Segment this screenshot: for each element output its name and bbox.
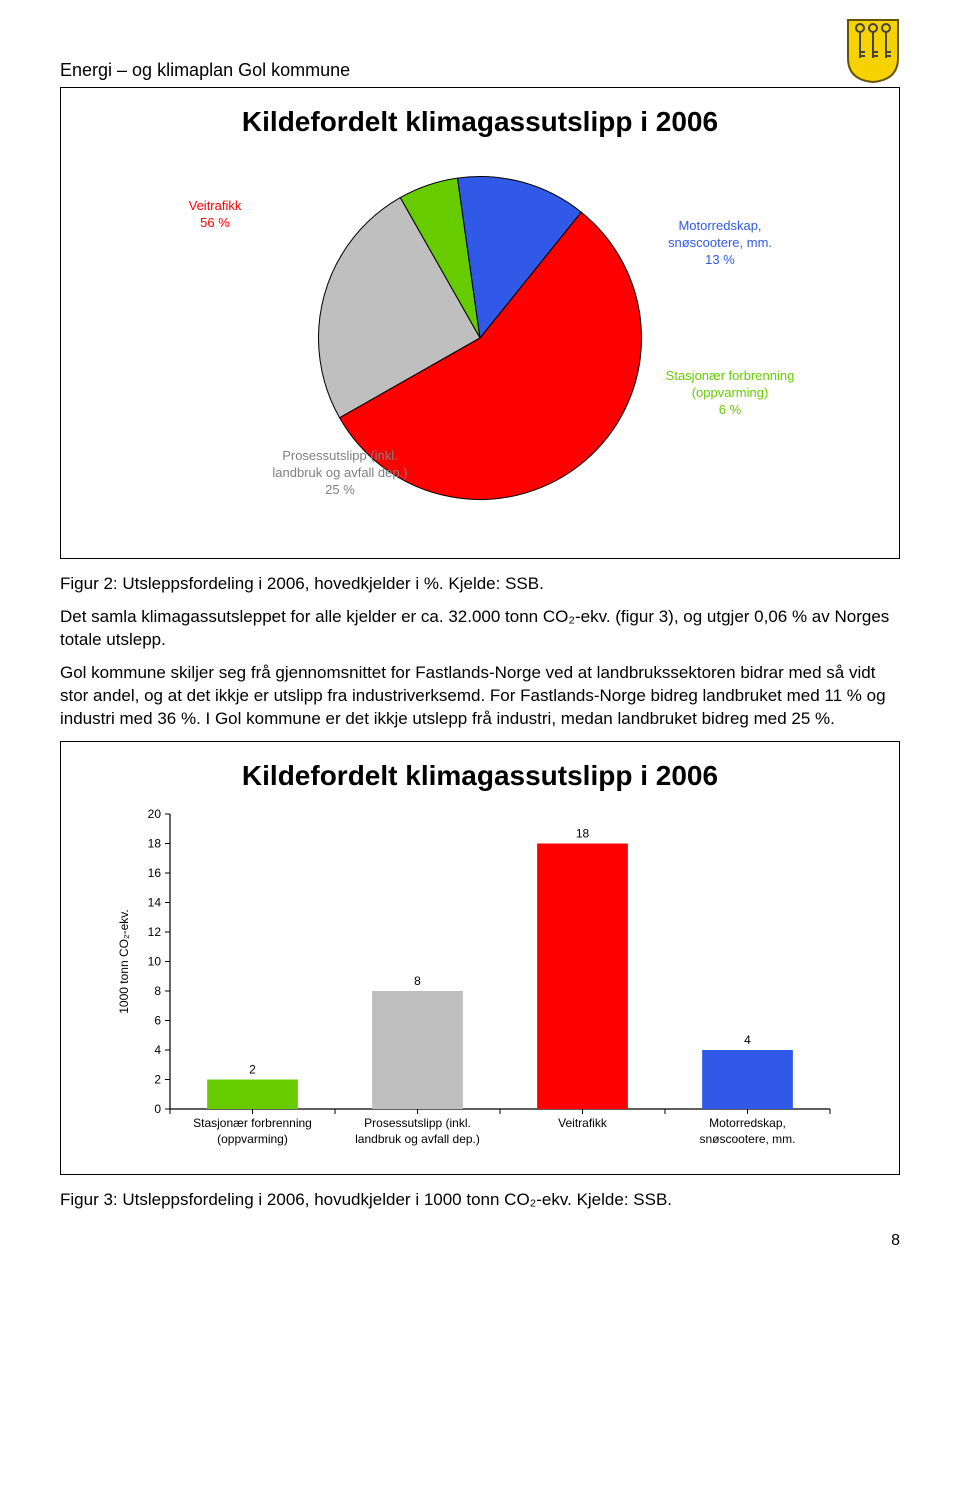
municipality-logo xyxy=(846,18,900,89)
pie-label-text: Prosessutslipp (inkl. xyxy=(282,448,398,463)
svg-text:12: 12 xyxy=(148,925,162,939)
pie-chart-area: Veitrafikk 56 % Motorredskap, snøscooter… xyxy=(100,158,860,528)
svg-text:snøscootere, mm.: snøscootere, mm. xyxy=(699,1132,795,1146)
bar-chart-area: 0 2 4 6 8 10 12 14 16 18 20 1000 tonn CO₂-ekv. 2 Stas… xyxy=(110,804,850,1164)
bar-chart-container: Kildefordelt klimagassutslipp i 2006 0 2 4… xyxy=(60,741,900,1175)
pie-label-text: landbruk og avfall dep.) xyxy=(272,465,407,480)
svg-text:6: 6 xyxy=(154,1013,161,1027)
pie-label-text: (oppvarming) xyxy=(692,385,769,400)
body-paragraph-2: Gol kommune skiljer seg frå gjennomsnitt… xyxy=(60,662,900,731)
pie-label-motorredskap: Motorredskap, snøscootere, mm. 13 % xyxy=(640,218,800,269)
pie-label-prosess: Prosessutslipp (inkl. landbruk og avfall… xyxy=(240,448,440,499)
svg-text:8: 8 xyxy=(414,974,421,988)
svg-text:Stasjonær forbrenning: Stasjonær forbrenning xyxy=(193,1116,312,1130)
svg-text:0: 0 xyxy=(154,1102,161,1116)
pie-label-text: Motorredskap, xyxy=(678,218,761,233)
bar-chart-title: Kildefordelt klimagassutslipp i 2006 xyxy=(81,760,879,792)
bar-chart-svg: 0 2 4 6 8 10 12 14 16 18 20 1000 tonn CO₂-ekv. 2 Stas… xyxy=(110,804,850,1164)
page-number: 8 xyxy=(891,1232,900,1250)
svg-text:2: 2 xyxy=(249,1062,256,1076)
pie-label-text: snøscootere, mm. xyxy=(668,235,772,250)
svg-text:16: 16 xyxy=(148,866,162,880)
pie-label-text: Veitrafikk xyxy=(189,198,242,213)
pie-label-text: 13 % xyxy=(705,252,735,267)
pie-label-text: 6 % xyxy=(719,402,741,417)
svg-text:Prosessutslipp (inkl.: Prosessutslipp (inkl. xyxy=(364,1116,471,1130)
figure-3-caption: Figur 3: Utsleppsfordeling i 2006, hovud… xyxy=(60,1189,900,1212)
svg-text:4: 4 xyxy=(744,1033,751,1047)
pie-label-text: Stasjonær forbrenning xyxy=(666,368,795,383)
pie-label-veitrafikk: Veitrafikk 56 % xyxy=(160,198,270,232)
pie-label-text: 25 % xyxy=(325,482,355,497)
svg-text:18: 18 xyxy=(148,836,162,850)
svg-text:8: 8 xyxy=(154,984,161,998)
svg-text:landbruk og avfall dep.): landbruk og avfall dep.) xyxy=(355,1132,480,1146)
svg-text:Veitrafikk: Veitrafikk xyxy=(558,1116,608,1130)
pie-label-text: 56 % xyxy=(200,215,230,230)
figure-2-caption: Figur 2: Utsleppsfordeling i 2006, hoved… xyxy=(60,573,900,596)
pie-label-stasjonaer: Stasjonær forbrenning (oppvarming) 6 % xyxy=(640,368,820,419)
svg-text:10: 10 xyxy=(148,954,162,968)
pie-chart-container: Kildefordelt klimagassutslipp i 2006 Vei… xyxy=(60,87,900,559)
svg-text:4: 4 xyxy=(154,1043,161,1057)
svg-text:(oppvarming): (oppvarming) xyxy=(217,1132,288,1146)
document-header: Energi – og klimaplan Gol kommune xyxy=(60,60,900,81)
body-paragraph-1: Det samla klimagassutsleppet for alle kj… xyxy=(60,606,900,652)
svg-text:14: 14 xyxy=(148,895,162,909)
svg-text:20: 20 xyxy=(148,807,162,821)
pie-chart-title: Kildefordelt klimagassutslipp i 2006 xyxy=(81,106,879,138)
svg-text:1000 tonn CO₂-ekv.: 1000 tonn CO₂-ekv. xyxy=(117,909,131,1014)
svg-text:2: 2 xyxy=(154,1072,161,1086)
svg-text:18: 18 xyxy=(576,826,590,840)
svg-text:Motorredskap,: Motorredskap, xyxy=(709,1116,786,1130)
